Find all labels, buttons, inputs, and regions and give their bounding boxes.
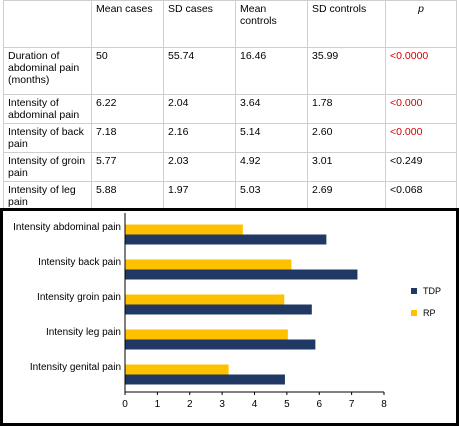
header-sd-cases: SD cases [163, 0, 236, 48]
chart-category-labels: Intensity abdominal pain Intensity back p… [13, 222, 121, 373]
bar-rp-1 [125, 224, 243, 235]
table-row: Intensity of abdominal pain 6.22 2.04 3.64 1… [3, 94, 457, 124]
row-label: Intensity of groin pain [3, 152, 92, 182]
category-label: Intensity leg pain [46, 327, 121, 338]
sd-controls-cell: 2.69 [307, 181, 386, 211]
legend-label-tdp: TDP [423, 286, 441, 296]
category-label: Intensity genital pain [30, 362, 121, 373]
x-tick-label: 1 [155, 399, 161, 410]
row-label: Duration of abdominal pain (months) [3, 47, 92, 95]
bar-rp-2 [125, 259, 292, 270]
bar-rp-5 [125, 364, 229, 375]
mean-cases-cell: 5.88 [91, 181, 164, 211]
mean-controls-cell: 3.64 [235, 94, 308, 124]
p-value-cell: <0.000 [385, 94, 457, 124]
mean-controls-cell: 5.14 [235, 123, 308, 153]
bar-tdp-2 [125, 269, 358, 280]
chart-x-axis: 0 1 2 3 4 5 6 7 8 [122, 213, 387, 410]
statistics-table: Mean cases SD cases Mean controls SD con… [3, 0, 457, 240]
x-tick-label: 0 [122, 399, 128, 410]
sd-cases-cell: 2.03 [163, 152, 236, 182]
mean-controls-cell: 16.46 [235, 47, 308, 95]
p-value-cell: <0.000 [385, 123, 457, 153]
header-sd-controls: SD controls [307, 0, 386, 48]
legend-swatch-tdp [411, 288, 417, 294]
chart-panel: Intensity abdominal pain Intensity back p… [0, 208, 459, 426]
legend-swatch-rp [411, 310, 417, 316]
x-tick-label: 5 [284, 399, 290, 410]
p-value-cell: <0.0000 [385, 47, 457, 95]
chart-bars [125, 224, 358, 385]
bar-tdp-1 [125, 234, 327, 245]
p-value-cell: <0.068 [385, 181, 457, 211]
sd-cases-cell: 1.97 [163, 181, 236, 211]
table-row: Intensity of back pain 7.18 2.16 5.14 2.60 <0… [3, 123, 457, 153]
header-mean-controls: Mean controls [235, 0, 308, 48]
sd-controls-cell: 3.01 [307, 152, 386, 182]
bar-tdp-4 [125, 339, 316, 350]
mean-cases-cell: 7.18 [91, 123, 164, 153]
x-tick-label: 8 [381, 399, 387, 410]
row-label: Intensity of back pain [3, 123, 92, 153]
legend-label-rp: RP [423, 308, 436, 318]
bar-tdp-3 [125, 304, 312, 315]
category-label: Intensity abdominal pain [13, 222, 121, 233]
sd-controls-cell: 35.99 [307, 47, 386, 95]
table-row: Intensity of leg pain 5.88 1.97 5.03 2.69 <0.… [3, 181, 457, 211]
table-header-row: Mean cases SD cases Mean controls SD con… [3, 0, 457, 48]
header-mean-cases: Mean cases [91, 0, 164, 48]
x-tick-label: 6 [316, 399, 322, 410]
x-tick-label: 3 [219, 399, 225, 410]
header-cell-blank [3, 0, 92, 48]
row-label: Intensity of abdominal pain [3, 94, 92, 124]
header-p-value: p [385, 0, 457, 48]
p-value-cell: <0.249 [385, 152, 457, 182]
bar-rp-3 [125, 294, 285, 305]
chart-legend: TDP RP [411, 286, 441, 318]
sd-cases-cell: 2.04 [163, 94, 236, 124]
table-row: Intensity of groin pain 5.77 2.03 4.92 3.01 <… [3, 152, 457, 182]
mean-controls-cell: 5.03 [235, 181, 308, 211]
mean-cases-cell: 6.22 [91, 94, 164, 124]
category-label: Intensity back pain [38, 257, 121, 268]
x-tick-label: 7 [349, 399, 355, 410]
x-tick-label: 2 [187, 399, 193, 410]
sd-cases-cell: 55.74 [163, 47, 236, 95]
mean-controls-cell: 4.92 [235, 152, 308, 182]
sd-cases-cell: 2.16 [163, 123, 236, 153]
bar-tdp-5 [125, 374, 285, 385]
sd-controls-cell: 2.60 [307, 123, 386, 153]
x-tick-label: 4 [252, 399, 258, 410]
bar-chart: Intensity abdominal pain Intensity back p… [13, 213, 441, 410]
bar-rp-4 [125, 329, 288, 340]
table-row: Duration of abdominal pain (months) 50 55.… [3, 47, 457, 95]
row-label: Intensity of leg pain [3, 181, 92, 211]
mean-cases-cell: 50 [91, 47, 164, 95]
sd-controls-cell: 1.78 [307, 94, 386, 124]
mean-cases-cell: 5.77 [91, 152, 164, 182]
category-label: Intensity groin pain [37, 292, 121, 303]
